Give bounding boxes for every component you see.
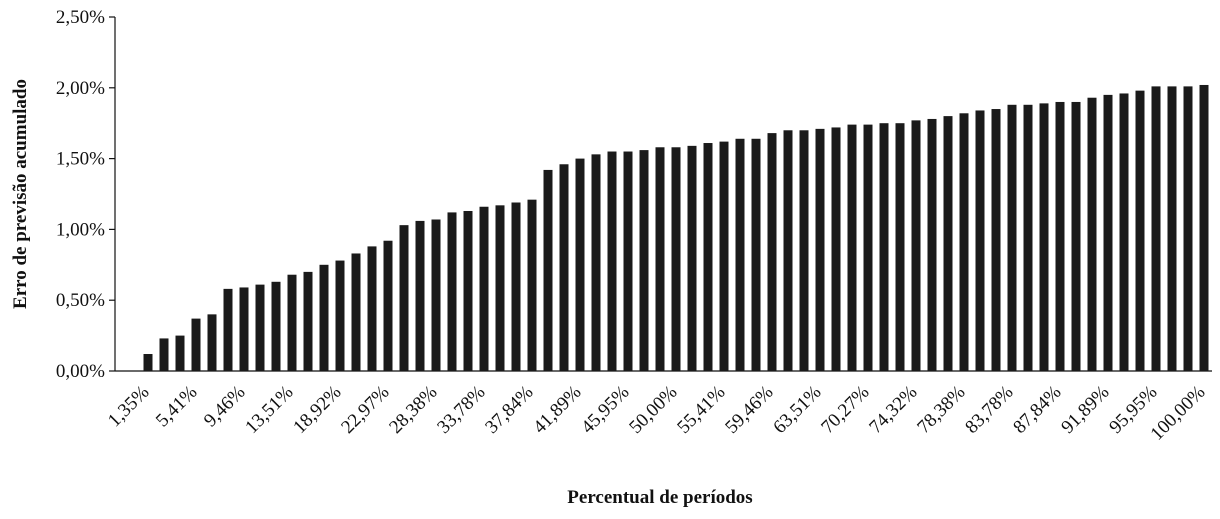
bar: [671, 147, 681, 371]
bar: [735, 138, 745, 371]
bar: [223, 288, 233, 371]
bar: [447, 212, 457, 371]
bar: [783, 130, 793, 371]
bar: [719, 141, 729, 371]
bar: [159, 338, 169, 371]
bar: [463, 210, 473, 371]
x-tick-label: 45,95%: [577, 382, 633, 438]
bar: [607, 151, 617, 371]
bar: [1135, 90, 1145, 371]
bar: [1103, 94, 1113, 371]
bar: [863, 124, 873, 371]
x-tick-label: 1,35%: [104, 382, 154, 432]
bar: [847, 124, 857, 371]
bar: [1167, 86, 1177, 371]
bar: [1119, 93, 1129, 372]
bar: [543, 169, 553, 371]
x-tick-label: 63,51%: [769, 382, 825, 438]
bar: [351, 253, 361, 371]
bar: [1071, 101, 1081, 372]
bar: [431, 219, 441, 371]
x-axis-title: Percentual de períodos: [567, 487, 752, 508]
x-tick-label: 28,38%: [385, 382, 441, 438]
bar: [879, 123, 889, 371]
x-tick-label: 18,92%: [289, 382, 345, 438]
x-tick-label: 83,78%: [961, 382, 1017, 438]
bar: [927, 118, 937, 372]
y-tick-label: 0,50%: [56, 290, 105, 311]
bar: [959, 113, 969, 372]
y-tick-label: 1,50%: [56, 149, 105, 170]
bar: [399, 225, 409, 371]
x-tick-label: 37,84%: [481, 382, 537, 438]
bar: [511, 202, 521, 371]
bar: [1151, 86, 1161, 371]
bar: [207, 314, 217, 371]
x-tick-label: 91,89%: [1057, 382, 1113, 438]
bar: [655, 147, 665, 371]
bar: [751, 138, 761, 371]
bar: [479, 206, 489, 371]
bar: [303, 271, 313, 371]
bar: [415, 220, 425, 371]
bar: [911, 120, 921, 371]
bar: [367, 246, 377, 371]
bar: [591, 154, 601, 371]
bar: [767, 133, 777, 371]
bar: [527, 199, 537, 371]
bar: [191, 318, 201, 371]
y-tick-label: 0,00%: [56, 361, 105, 382]
x-tick-label: 33,78%: [433, 382, 489, 438]
x-tick-label: 87,84%: [1009, 382, 1065, 438]
bar: [495, 205, 505, 371]
x-tick-label: 50,00%: [625, 382, 681, 438]
bar: [271, 281, 281, 371]
bar: [319, 264, 329, 371]
y-tick-label: 1,00%: [56, 219, 105, 240]
bar: [1183, 86, 1193, 371]
bar: [703, 143, 713, 371]
bar: [239, 287, 249, 371]
bar: [991, 109, 1001, 371]
bar: [287, 274, 297, 371]
bar: [687, 145, 697, 371]
bar: [255, 284, 265, 371]
bar: [799, 130, 809, 371]
bar: [1007, 104, 1017, 372]
x-tick-label: 55,41%: [673, 382, 729, 438]
bar: [815, 128, 825, 371]
bar: [623, 151, 633, 371]
bar: [1023, 104, 1033, 372]
bar: [383, 240, 393, 371]
x-tick-label: 5,41%: [152, 382, 202, 432]
y-tick-label: 2,50%: [56, 7, 105, 28]
x-tick-label: 78,38%: [913, 382, 969, 438]
x-tick-label: 22,97%: [337, 382, 393, 438]
bar: [559, 164, 569, 371]
bar: [1055, 101, 1065, 372]
bar: [1199, 84, 1209, 371]
y-axis-title: Erro de previsão acumulado: [10, 79, 31, 309]
bar: [895, 123, 905, 371]
x-tick-label: 41,89%: [529, 382, 585, 438]
bar: [975, 110, 985, 372]
bar: [335, 260, 345, 371]
x-tick-label: 13,51%: [241, 382, 297, 438]
bar: [943, 116, 953, 372]
x-tick-label: 70,27%: [817, 382, 873, 438]
bar: [639, 150, 649, 371]
bar: [831, 127, 841, 371]
bar: [1087, 97, 1097, 371]
bar: [143, 354, 153, 371]
x-tick-label: 59,46%: [721, 382, 777, 438]
bar: [575, 158, 585, 371]
bar: [175, 335, 185, 371]
x-tick-label: 74,32%: [865, 382, 921, 438]
bar: [1039, 103, 1049, 371]
y-tick-label: 2,00%: [56, 78, 105, 99]
